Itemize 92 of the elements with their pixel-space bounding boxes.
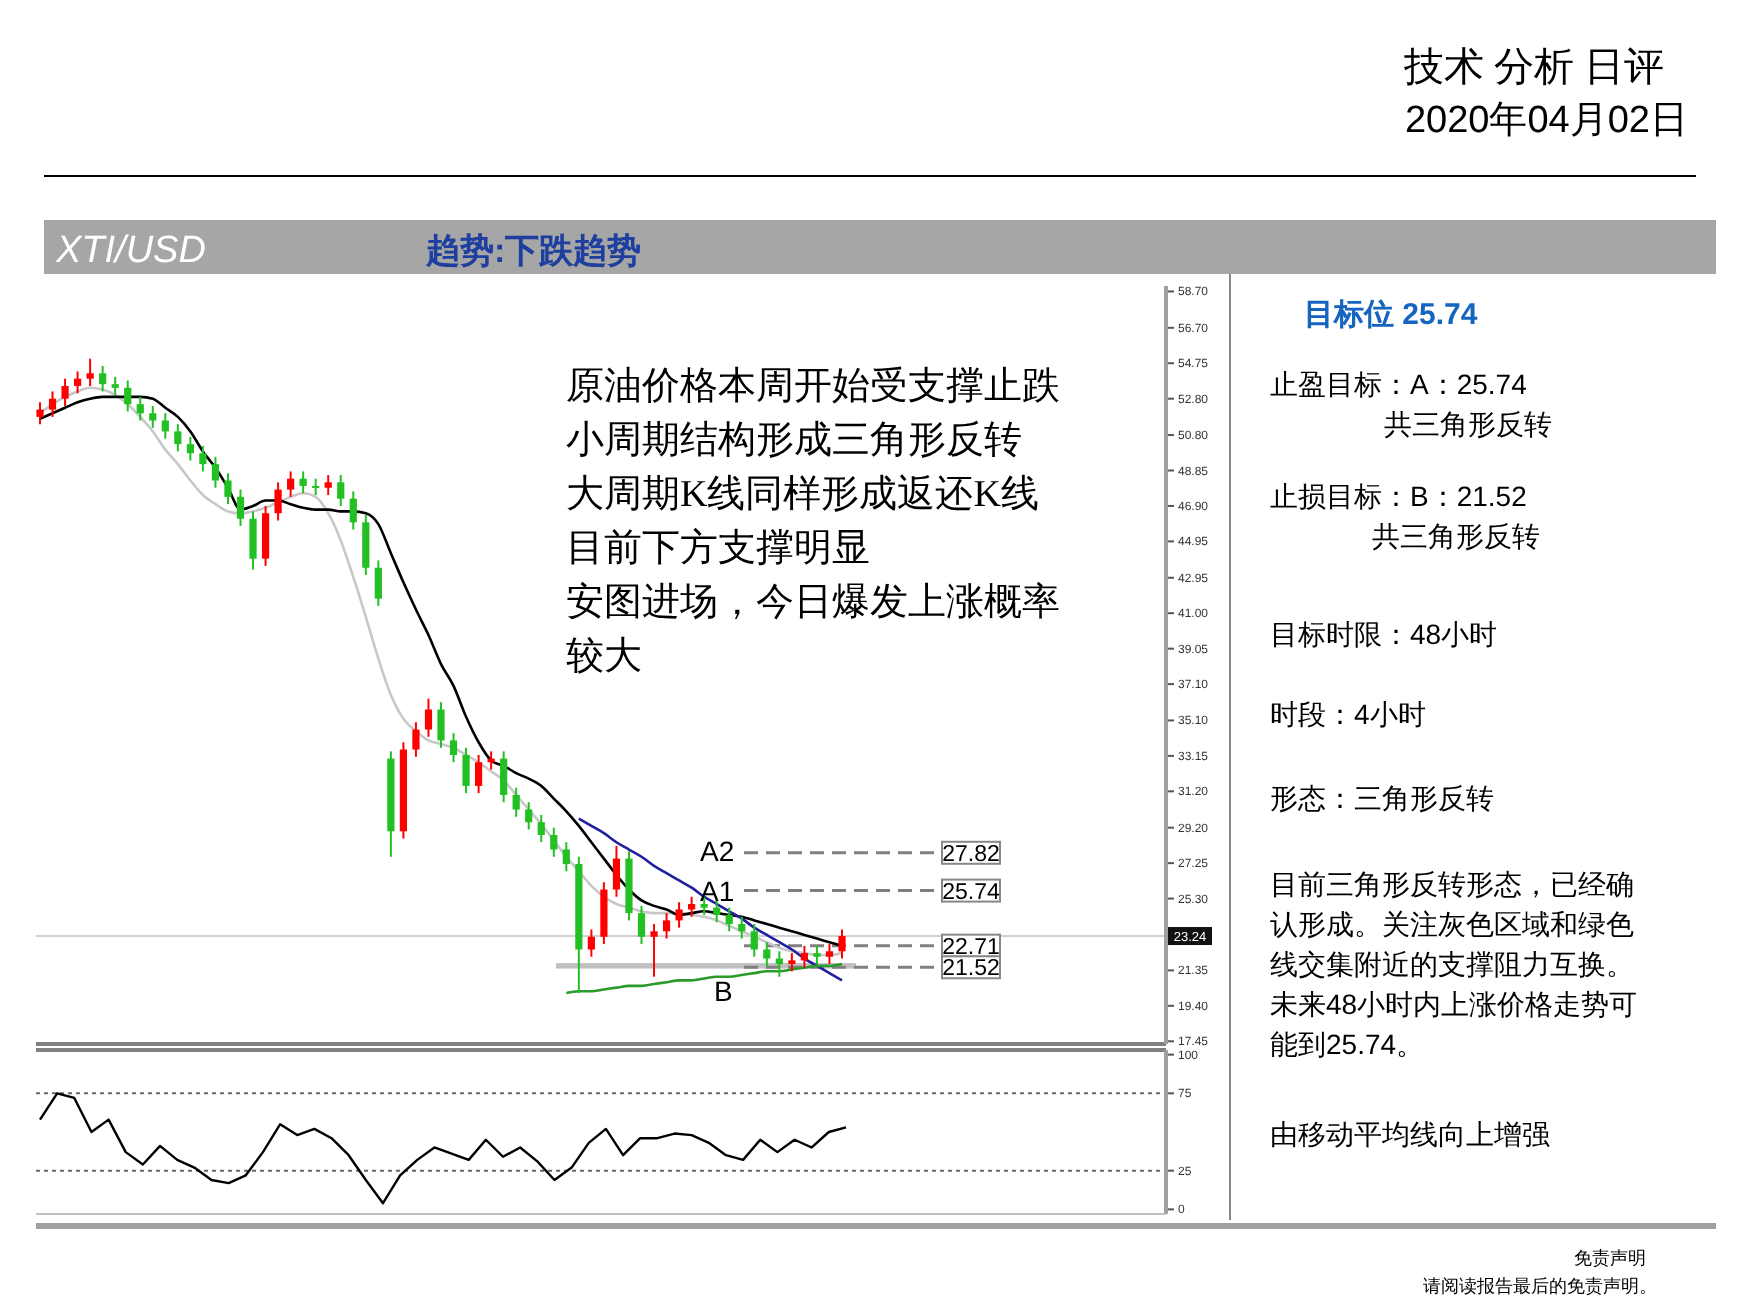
candlestick: [374, 559, 382, 607]
text: 目标位 25.74: [1304, 298, 1479, 332]
text: 由移动平均线向上增强: [1270, 1118, 1550, 1150]
candlestick: [412, 721, 420, 758]
candlestick: [675, 901, 683, 929]
candlestick: [349, 490, 357, 531]
candlestick: [274, 481, 282, 522]
text: 目标时限：48小时: [1270, 618, 1498, 650]
candlestick: [337, 474, 345, 507]
annotation: A2: [700, 835, 735, 868]
candlestick: [825, 943, 834, 966]
candlestick: [362, 514, 370, 577]
text: 目前三角形反转形态，已经确: [1270, 868, 1634, 900]
candlestick: [174, 423, 182, 453]
chart-title: XTI/USD: [54, 230, 207, 272]
candlestick: [550, 826, 558, 858]
candlestick: [725, 906, 733, 933]
candlestick: [788, 952, 796, 973]
candlestick: [86, 357, 94, 387]
candlestick: [462, 746, 470, 795]
candlestick: [562, 841, 570, 873]
text: 未来48小时内上涨价格走势可: [1270, 988, 1638, 1020]
line-series: [38, 1092, 848, 1205]
candlestick: [287, 470, 295, 498]
annotation: A1: [700, 875, 735, 908]
ref-line-label: 25.74: [942, 880, 1001, 905]
text: 线交集附近的支撑阻力互换。: [1270, 948, 1634, 980]
candlestick: [474, 753, 483, 795]
candlestick: [738, 915, 746, 940]
candlestick: [437, 701, 445, 749]
candlestick: [587, 928, 595, 958]
candlestick: [525, 801, 533, 831]
candlestick: [249, 510, 257, 571]
candlestick: [688, 895, 696, 918]
annotation: 小周期结构形成三角形反转: [566, 420, 1022, 462]
chart-subtitle: 趋势:下跌趋势: [424, 232, 642, 270]
annotation: 安图进场，今日爆发上涨概率: [566, 580, 1060, 624]
candlestick: [136, 395, 144, 422]
text: 时段：4小时: [1270, 698, 1426, 730]
candlestick: [124, 379, 132, 413]
text: 形态：三角形反转: [1270, 782, 1494, 814]
text: 2020年04月02日: [1404, 100, 1688, 142]
text: 认形成。关注灰色区域和绿色: [1270, 908, 1634, 940]
candlestick: [99, 364, 107, 393]
candlestick: [612, 844, 621, 898]
annotation: 较大: [566, 636, 642, 678]
candlestick: [61, 377, 69, 407]
text: 能到25.74。: [1270, 1028, 1425, 1060]
candlestick: [512, 786, 520, 818]
candlestick: [537, 813, 545, 844]
candlestick: [800, 944, 809, 969]
candlestick: [449, 732, 458, 764]
candlestick: [713, 899, 721, 924]
line-series: [577, 817, 844, 982]
candlestick: [650, 923, 658, 978]
annotation: 大周期K线同样形成返还K线: [566, 474, 1039, 516]
candlestick: [662, 912, 671, 940]
candlestick: [763, 941, 771, 967]
candlestick: [48, 390, 57, 418]
candlestick: [236, 488, 245, 527]
text: 免责声明: [1574, 1248, 1646, 1268]
candlestick: [750, 923, 758, 958]
annotation: 原油价格本周开始受支撑止跌: [566, 366, 1060, 408]
candlestick: [299, 470, 307, 495]
candlestick: [838, 928, 846, 960]
candlestick: [324, 474, 332, 497]
text: 请阅读报告最后的免责声明。: [1423, 1276, 1657, 1296]
candlestick: [261, 504, 270, 567]
candlestick: [637, 904, 646, 946]
text: 共三角形反转: [1384, 408, 1552, 440]
annotation: B: [714, 975, 733, 1008]
candlestick: [149, 404, 157, 429]
candlestick: [600, 881, 608, 946]
annotation: 目前下方支撑明显: [566, 526, 870, 570]
text: 止损目标：B：21.52: [1270, 480, 1528, 512]
candlestick: [199, 444, 207, 473]
candlestick: [36, 401, 44, 426]
candlestick: [500, 750, 508, 804]
candlestick: [73, 370, 82, 395]
candlestick: [111, 375, 119, 397]
text: 技术 分析 日评: [1402, 46, 1664, 90]
text: 共三角形反转: [1372, 520, 1540, 552]
candlestick: [211, 455, 220, 489]
candlestick: [424, 697, 433, 738]
candlestick: [186, 435, 194, 462]
ref-line-label: 27.82: [942, 842, 1000, 867]
candlestick: [775, 950, 783, 978]
text: 止盈目标：A：25.74: [1270, 368, 1528, 400]
candlestick: [224, 472, 232, 506]
ref-line-label: 22.71: [942, 935, 1000, 960]
ref-line-label: 21.52: [942, 957, 1000, 982]
candlestick: [813, 944, 821, 966]
